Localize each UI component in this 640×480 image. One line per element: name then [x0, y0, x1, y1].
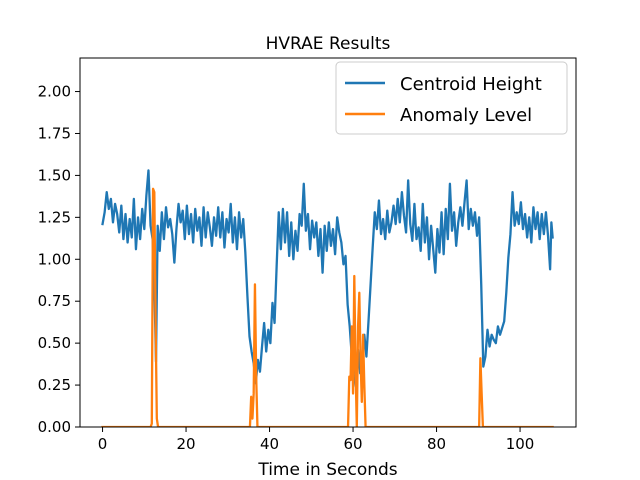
y-tick-label: 1.50 — [38, 166, 71, 184]
x-tick-label: 0 — [98, 435, 108, 453]
y-tick-label: 0.00 — [38, 418, 71, 436]
chart-title: HVRAE Results — [266, 34, 391, 54]
y-tick-label: 0.50 — [38, 334, 71, 352]
legend-entry-centroid-height: Centroid Height — [400, 74, 542, 95]
legend-entry-anomaly-level: Anomaly Level — [400, 105, 532, 126]
axes: 0 20 40 60 80 100 0.00 0.25 0.50 0.75 1.00 1.25 1.50… — [38, 57, 577, 453]
y-tick-label: 1.75 — [38, 124, 71, 142]
plot-area — [101, 169, 554, 427]
x-tick-label: 80 — [427, 435, 446, 453]
y-tick-label: 1.25 — [38, 208, 71, 226]
x-axis-label: Time in Seconds — [257, 460, 397, 480]
y-tick-label: 1.00 — [38, 250, 71, 268]
x-tick-label: 40 — [260, 435, 279, 453]
series-line-centroid-height — [101, 169, 554, 388]
series-line-anomaly-level — [101, 187, 554, 427]
axes-frame — [79, 57, 577, 428]
x-tick-label: 60 — [344, 435, 363, 453]
y-tick-label: 0.25 — [38, 376, 71, 394]
x-tick-label: 20 — [177, 435, 196, 453]
legend: Centroid Height Anomaly Level — [335, 61, 568, 135]
x-tick-label: 100 — [506, 435, 535, 453]
y-tick-label: 0.75 — [38, 292, 71, 310]
y-tick-label: 2.00 — [38, 83, 71, 101]
legend-box — [335, 61, 568, 135]
